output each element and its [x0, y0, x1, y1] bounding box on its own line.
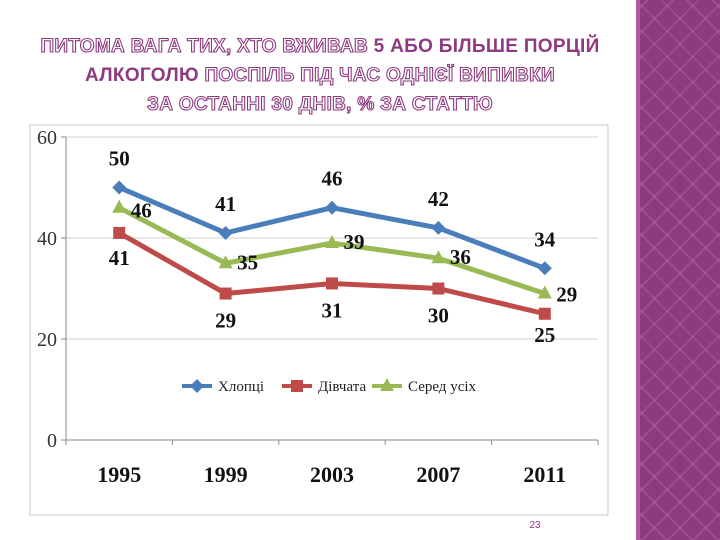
sidebar-edge: [636, 0, 640, 540]
x-tick-label: 1999: [204, 462, 248, 487]
data-label: 46: [131, 199, 152, 223]
title-line-3-outline: ЗА ОСТАННІ 30 ДНІВ, % ЗА СТАТТЮ: [146, 93, 493, 115]
data-point-triangle: [431, 250, 446, 264]
data-point-triangle: [325, 235, 339, 249]
data-label: 31: [322, 298, 343, 322]
data-point-square: [291, 380, 303, 392]
chart-series: [112, 180, 552, 320]
data-point-diamond: [325, 200, 339, 215]
legend-label: Дівчата: [318, 379, 366, 395]
data-label: 29: [556, 283, 577, 307]
data-point-triangle: [537, 285, 552, 299]
title-line-1-solid: 5 АБО БІЛЬШЕ ПОРЦІЙ: [373, 36, 600, 57]
y-tick-label: 20: [37, 329, 57, 351]
data-label: 42: [428, 187, 449, 211]
title-line-1: ПИТОМА ВАГА ТИХ, ХТО ВЖИВАВ 5 АБО БІЛЬШЕ…: [10, 32, 630, 61]
page-number: 23: [529, 520, 541, 531]
x-tick-label: 1995: [97, 462, 141, 487]
slide-title: ПИТОМА ВАГА ТИХ, ХТО ВЖИВАВ 5 АБО БІЛЬШЕ…: [10, 32, 630, 119]
title-line-1-outline: ПИТОМА ВАГА ТИХ, ХТО ВЖИВАВ: [40, 35, 369, 57]
data-label: 41: [215, 192, 236, 216]
data-label: 36: [450, 245, 471, 269]
data-point-diamond: [218, 225, 233, 240]
data-point-square: [113, 226, 126, 239]
y-tick-label: 0: [47, 430, 57, 452]
title-line-2-outline: ПОСПІЛЬ ПІД ЧАС ОДНІЄЇ ВИПИВКИ: [204, 64, 555, 86]
x-tick-label: 2007: [416, 462, 460, 487]
data-point-triangle: [218, 255, 233, 269]
data-point-triangle: [380, 378, 394, 391]
data-label: 35: [237, 250, 258, 274]
title-line-2-solid: АЛКОГОЛЮ: [85, 65, 199, 86]
data-point-diamond: [431, 220, 446, 235]
data-label: 50: [109, 147, 130, 171]
x-tick-label: 2003: [310, 462, 354, 487]
data-point-diamond: [190, 379, 204, 393]
chart-axes: 0 20 40 60 1995 1999 2003 2007 2011: [37, 127, 599, 487]
data-label: 39: [344, 230, 365, 254]
legend-label: Серед усіх: [408, 379, 477, 395]
data-label: 41: [109, 246, 130, 270]
data-point-diamond: [112, 180, 127, 195]
data-point-square: [538, 307, 551, 320]
decorative-sidebar: [640, 0, 720, 540]
title-line-3: ЗА ОСТАННІ 30 ДНІВ, % ЗА СТАТТЮ: [10, 90, 630, 119]
data-point-square: [219, 287, 232, 300]
data-point-triangle: [112, 199, 127, 213]
title-line-2: АЛКОГОЛЮ ПОСПІЛЬ ПІД ЧАС ОДНІЄЇ ВИПИВКИ: [10, 61, 630, 90]
data-label: 46: [322, 167, 343, 191]
data-label: 30: [428, 304, 449, 328]
y-tick-label: 60: [37, 127, 57, 149]
data-point-square: [432, 282, 445, 295]
chart-legend: Хлопці Дівчата Серед усіх: [182, 378, 477, 395]
data-label: 29: [215, 309, 236, 333]
data-label: 34: [534, 227, 556, 251]
data-point-diamond: [537, 261, 552, 276]
y-tick-label: 40: [37, 228, 57, 250]
data-point-square: [326, 277, 338, 290]
legend-label: Хлопці: [218, 379, 264, 395]
x-tick-label: 2011: [523, 462, 566, 487]
data-label: 25: [534, 323, 555, 347]
